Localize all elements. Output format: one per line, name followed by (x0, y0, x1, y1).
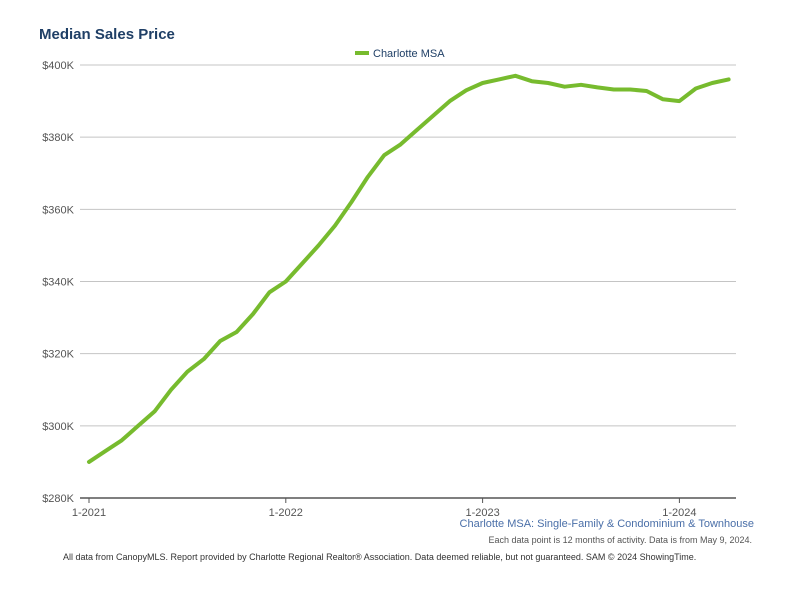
chart-title: Median Sales Price (39, 26, 175, 43)
data-point (595, 85, 600, 89)
data-point (87, 460, 91, 464)
data-point (563, 85, 567, 89)
data-point (513, 74, 518, 78)
y-tick-label: $400K (42, 60, 74, 72)
data-point (251, 312, 255, 316)
x-tick-label: 1-2023 (465, 507, 499, 519)
legend: Charlotte MSA (355, 48, 445, 60)
y-axis: $280K $300K $320K $340K $360K $380K $400K (42, 60, 74, 505)
y-tick-label: $320K (42, 349, 74, 361)
x-tick-label: 1-2021 (72, 507, 106, 519)
data-point (136, 424, 140, 428)
data-point (431, 113, 435, 118)
data-point (382, 153, 386, 157)
data-point (169, 388, 173, 392)
y-tick-label: $360K (42, 204, 74, 216)
data-point (218, 339, 222, 343)
data-point (677, 99, 682, 103)
data-point (497, 77, 501, 82)
data-point (710, 81, 714, 85)
data-point (120, 438, 124, 442)
series (87, 73, 731, 464)
data-point (185, 370, 189, 374)
data-point (366, 175, 370, 179)
data-point (300, 261, 304, 266)
data-point (202, 357, 206, 361)
data-point (103, 449, 107, 453)
y-tick-label: $280K (42, 493, 74, 505)
data-point (153, 409, 157, 413)
data-point (628, 87, 632, 92)
data-point (530, 79, 534, 83)
data-point (317, 243, 321, 248)
data-point (464, 88, 468, 92)
data-note: Each data point is 12 months of activity… (488, 535, 752, 545)
x-axis: 1-2021 1-2022 1-2023 1-2024 (72, 498, 697, 519)
data-point (235, 330, 239, 334)
legend-label: Charlotte MSA (373, 48, 445, 60)
chart-subtitle: Charlotte MSA: Single-Family & Condomini… (459, 518, 754, 530)
data-point (267, 290, 271, 294)
data-point (727, 77, 731, 82)
gridlines (80, 64, 736, 499)
series-line (87, 73, 731, 464)
data-point (645, 89, 649, 93)
x-tick-label: 1-2022 (269, 507, 303, 519)
y-tick-label: $340K (42, 277, 74, 289)
data-point (349, 200, 353, 204)
data-point (333, 223, 337, 228)
data-point (694, 86, 698, 91)
y-tick-label: $380K (42, 132, 74, 144)
data-point (481, 81, 485, 85)
x-tick-label: 1-2024 (662, 507, 696, 519)
y-tick-label: $300K (42, 421, 74, 433)
data-point (415, 128, 419, 132)
data-point (579, 83, 583, 87)
footer-disclaimer: All data from CanopyMLS. Report provided… (63, 552, 697, 562)
data-point (399, 142, 403, 146)
data-point (546, 81, 550, 85)
data-point (612, 87, 616, 92)
data-point (448, 99, 452, 103)
data-point (661, 97, 665, 101)
data-point (284, 279, 288, 284)
